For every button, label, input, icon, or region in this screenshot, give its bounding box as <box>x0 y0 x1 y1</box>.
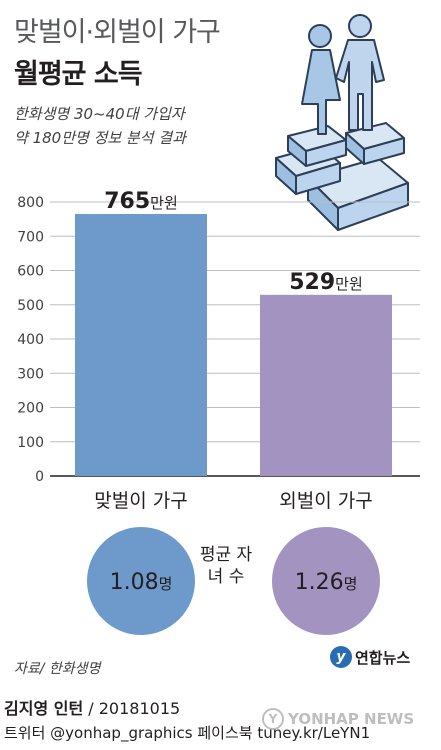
category-label: 맞벌이 가구 <box>94 490 187 512</box>
avg-children-label: 평균 자녀 수 <box>199 545 253 587</box>
couple-on-gift-boxes-icon <box>275 14 409 231</box>
title-line-1: 맞벌이·외벌이 가구 <box>14 17 221 48</box>
category-labels: 맞벌이 가구 외벌이 가구 <box>94 490 372 512</box>
social-links: 트위터 @yonhap_graphics 페이스북 tuney.kr/LeYN1 <box>4 724 371 742</box>
y-tick-label: 800 <box>17 195 44 211</box>
yonhap-logo-icon: y <box>330 646 352 668</box>
y-tick-label: 400 <box>17 332 44 348</box>
y-tick-label: 600 <box>17 264 44 280</box>
logo-text: 연합뉴스 <box>355 648 411 667</box>
watermark-logo-icon: Y <box>262 708 284 730</box>
children-value: 1.08명 <box>110 570 173 595</box>
bar <box>260 294 392 476</box>
children-circle <box>272 527 380 635</box>
title-line-2: 월평균 소득 <box>14 59 143 90</box>
children-value: 1.26명 <box>295 570 358 595</box>
bar <box>75 213 207 477</box>
source-text: 자료/ 한화생명 <box>14 661 101 677</box>
value-label: 529만원 <box>289 270 363 295</box>
children-circle <box>87 527 195 635</box>
y-axis-ticks: 0 100 200 300 400 500 600 700 800 <box>17 195 44 485</box>
subtitle-line-2: 약 180만명 정보 분석 결과 <box>14 129 186 147</box>
author-name: 김지영 인턴 <box>4 699 84 718</box>
yonhap-watermark: Y YONHAP NEWS <box>262 708 414 730</box>
subtitle-line-1: 한화생명 30~40대 가입자 <box>14 105 185 123</box>
credit-line: 김지영 인턴 / 20181015 <box>4 695 180 719</box>
y-tick-label: 300 <box>17 366 44 382</box>
y-tick-label: 500 <box>17 298 44 314</box>
y-tick-label: 200 <box>17 401 44 417</box>
category-label: 외벌이 가구 <box>279 490 372 512</box>
watermark-text: YONHAP NEWS <box>288 710 415 728</box>
value-label: 765만원 <box>104 189 178 214</box>
y-tick-label: 700 <box>17 229 44 245</box>
income-bar-chart: 0 100 200 300 400 500 600 700 800 765만원 529만원 맞벌이… <box>17 189 420 512</box>
value-labels: 765만원 529만원 <box>104 189 363 295</box>
y-tick-label: 100 <box>17 435 44 451</box>
children-circles: 1.08명 1.26명 <box>87 527 380 635</box>
credit-date: / 20181015 <box>83 699 181 718</box>
yonhap-logo: y 연합뉴스 <box>330 646 410 668</box>
bars <box>75 213 392 477</box>
y-tick-label: 0 <box>35 469 44 485</box>
